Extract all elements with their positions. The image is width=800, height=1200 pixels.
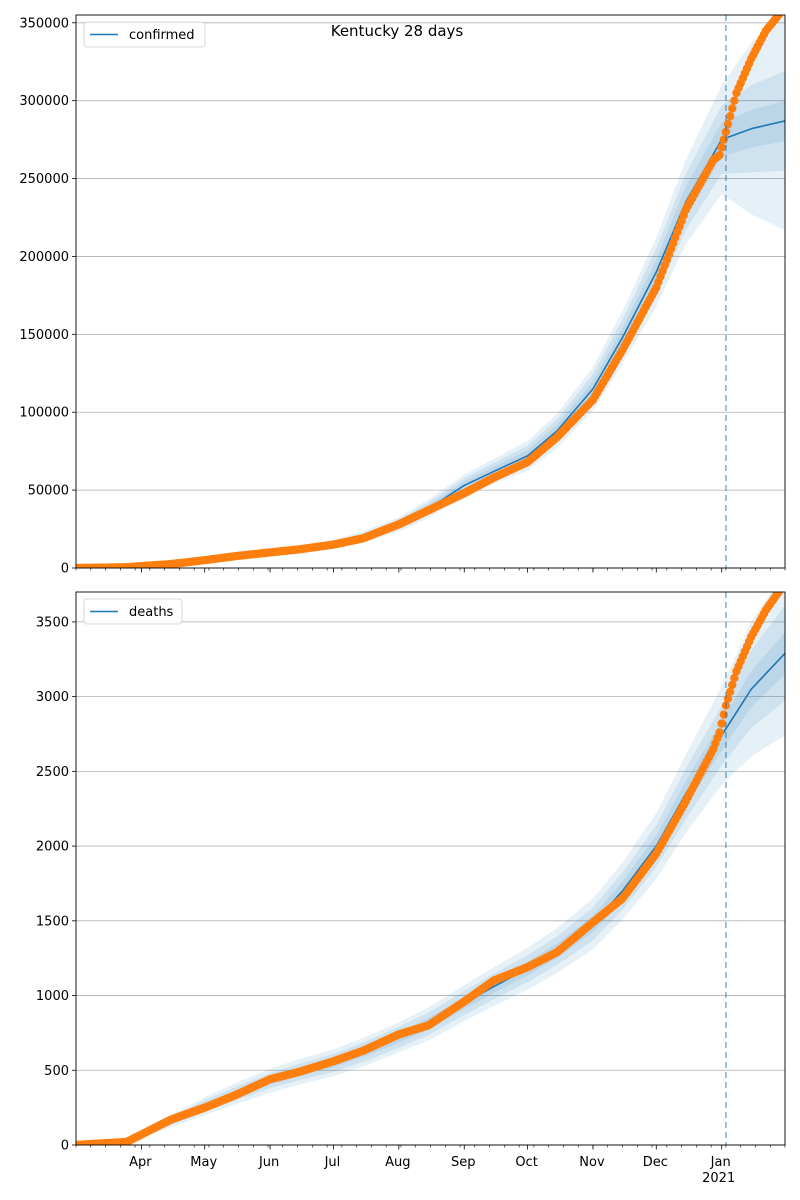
y-tick-label: 1500	[36, 914, 69, 929]
x-tick-label: Nov	[579, 1155, 605, 1170]
y-tick-label: 1000	[36, 989, 69, 1004]
y-tick-label: 150000	[19, 328, 69, 343]
y-tick-label: 50000	[28, 484, 69, 499]
legend: confirmed	[83, 21, 206, 48]
observed-point	[730, 96, 739, 105]
axes-frame	[75, 591, 786, 1146]
figure-title: Kentucky 28 days	[331, 22, 464, 40]
y-tick-label: 350000	[19, 16, 69, 31]
legend-label: confirmed	[129, 28, 195, 43]
legend-label: deaths	[129, 605, 174, 620]
y-tick-label: 0	[61, 562, 69, 577]
observed-point	[721, 127, 731, 137]
observed-point	[717, 143, 726, 152]
y-tick-label: 3500	[36, 615, 69, 630]
x-tick-label: Jun	[258, 1155, 279, 1170]
panel-confirmed: 0 50000 100000 150000 200000 250000 300000 3500…	[19, 14, 786, 577]
x-tick-label: Dec	[643, 1155, 668, 1170]
observed-point	[715, 728, 724, 737]
observed-point	[719, 710, 729, 719]
legend-box	[83, 21, 206, 48]
observed-point	[717, 719, 726, 728]
observed-point	[723, 119, 733, 129]
y-tick-label: 200000	[19, 250, 69, 265]
observed-point	[730, 673, 739, 683]
x-tick-label: Jul	[324, 1155, 341, 1170]
legend: deaths	[83, 598, 183, 625]
observed-point	[725, 687, 735, 697]
observed-point	[728, 680, 737, 690]
x-tick-label: Aug	[385, 1155, 410, 1170]
panel-deaths: 0 500 1000 1500 2000 2500 3000 3500 deaths	[36, 591, 786, 1154]
y-tick-label: 2000	[36, 840, 69, 855]
observed-point	[719, 135, 729, 144]
observed-point	[725, 112, 735, 121]
y-tick-label: 2500	[36, 765, 69, 780]
y-tick-label: 100000	[19, 406, 69, 421]
y-tick-label: 250000	[19, 172, 69, 187]
y-tick-label: 3000	[36, 690, 69, 705]
plot-area	[76, 592, 785, 1145]
observed-point	[774, 15, 783, 20]
uncertainty-band	[76, 15, 785, 568]
observed-point	[728, 104, 737, 113]
observed-point	[715, 150, 724, 160]
uncertainty-band	[76, 71, 785, 568]
observed-point	[774, 592, 783, 597]
y-tick-label: 500	[44, 1064, 69, 1079]
legend-box	[83, 598, 183, 625]
x-tick-label: May	[190, 1155, 217, 1170]
y-tick-label: 300000	[19, 94, 69, 109]
x-tick-label: Apr	[129, 1155, 152, 1170]
x-tick-label: Oct	[515, 1155, 537, 1170]
x-tick-label: Sep	[451, 1155, 476, 1170]
plot-area	[76, 15, 785, 568]
y-tick-label: 0	[61, 1139, 69, 1154]
uncertainty-band	[76, 100, 785, 568]
x-tick-label: Jan	[710, 1155, 731, 1170]
x-year-label: 2021	[702, 1171, 735, 1186]
axes-frame	[75, 14, 786, 569]
